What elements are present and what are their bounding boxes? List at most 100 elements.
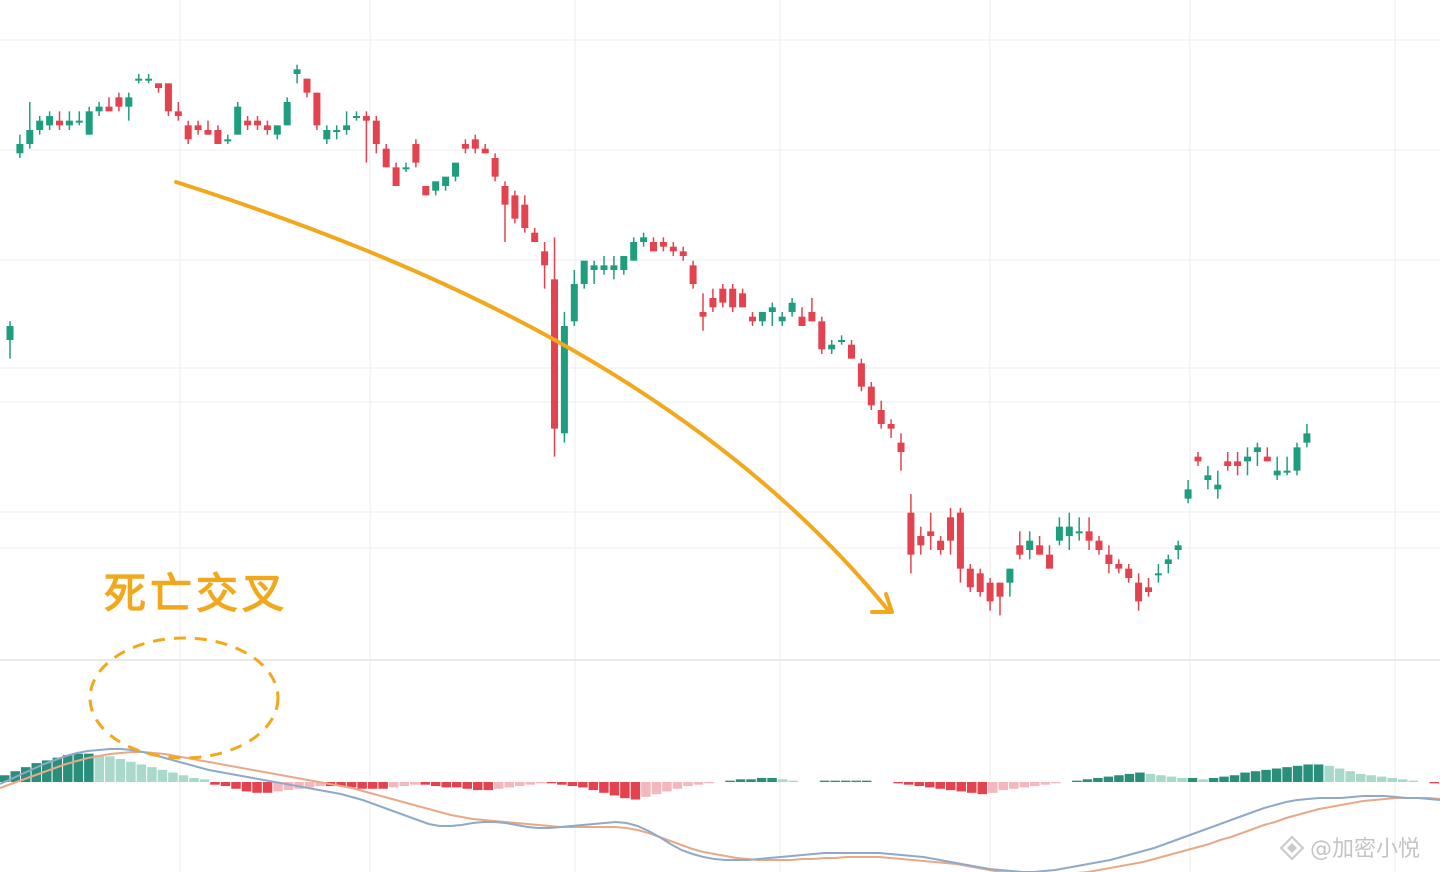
histogram-bar-positive <box>1282 767 1292 782</box>
candle-up <box>283 102 291 126</box>
candle-up <box>1283 470 1291 473</box>
candle-up <box>778 316 786 322</box>
candle-down <box>719 288 727 303</box>
candle-down <box>867 386 875 406</box>
histogram-bar-negative <box>409 782 420 785</box>
candle-down <box>313 92 321 126</box>
histogram-bar-negative <box>378 782 388 789</box>
candle-down <box>392 167 400 186</box>
histogram-bar-negative <box>956 782 967 792</box>
candle-down <box>917 536 925 546</box>
candle-down <box>362 116 370 121</box>
histogram-bar-positive <box>1135 772 1145 782</box>
histogram-bar-negative <box>273 782 283 792</box>
candle-up <box>838 340 846 342</box>
candle-up <box>788 302 796 312</box>
diamond-logo-icon <box>1279 835 1305 861</box>
histogram-bar-positive <box>63 755 73 782</box>
histogram-bar-negative <box>294 782 304 789</box>
candle-up <box>1214 484 1222 490</box>
histogram-bar-positive <box>1303 764 1313 782</box>
histogram-bar-positive <box>168 772 178 782</box>
candle-up <box>125 97 133 107</box>
candle-up <box>224 139 232 142</box>
candle-up <box>343 125 351 130</box>
histogram-bar-negative <box>704 782 714 784</box>
candle-down <box>1016 545 1024 555</box>
histogram-bar-negative <box>1429 782 1439 784</box>
macd-lines <box>0 748 1440 872</box>
histogram-bar-positive <box>1114 775 1124 782</box>
histogram-bar-negative <box>641 782 651 797</box>
histogram-bar-negative <box>567 782 578 787</box>
candle-down <box>709 298 717 308</box>
candle-up <box>610 265 618 270</box>
candle-down <box>947 517 954 541</box>
histogram-bar-positive <box>73 753 84 782</box>
candle-down <box>897 442 905 452</box>
candle-down <box>1234 461 1242 466</box>
candle-up <box>1006 568 1014 583</box>
candle-up <box>85 111 93 135</box>
histogram-bar-positive <box>115 759 126 782</box>
histogram-bar-positive <box>1240 772 1250 782</box>
candle-down <box>184 125 192 140</box>
candle-up <box>1244 456 1251 462</box>
histogram-bar-positive <box>189 777 199 782</box>
candle-down <box>650 242 657 252</box>
histogram-bar-positive <box>819 780 830 782</box>
candle-up <box>65 120 73 126</box>
candle-down <box>966 568 974 588</box>
candle-down <box>541 251 549 266</box>
histogram-bar-negative <box>241 782 252 792</box>
candle-down <box>254 120 261 126</box>
candle-down <box>412 144 420 163</box>
histogram-bar-positive <box>1082 779 1093 782</box>
histogram-bar-negative <box>988 782 998 793</box>
candle-down <box>214 130 222 144</box>
histogram-bar-positive <box>105 756 115 782</box>
candle-down <box>1135 582 1143 602</box>
candle-up <box>768 307 776 312</box>
histogram-bar-positive <box>1208 777 1219 782</box>
histogram-bar-negative <box>620 782 630 799</box>
candle-down <box>669 246 677 252</box>
histogram-bar-positive <box>1397 779 1408 782</box>
candle-down <box>511 195 519 219</box>
histogram-bar-positive <box>1103 776 1114 782</box>
candle-down <box>115 97 123 107</box>
candle-down <box>551 279 558 429</box>
histogram-bar-negative <box>346 782 357 788</box>
candle-up <box>1055 526 1063 541</box>
histogram-bar-negative <box>672 782 683 789</box>
candle-up <box>234 106 242 135</box>
histogram-bar-positive <box>851 780 861 782</box>
histogram-bar-positive <box>1187 777 1198 782</box>
histogram-bar-negative <box>546 782 557 784</box>
histogram-bar-positive <box>1313 764 1324 782</box>
histogram-bar-negative <box>630 782 641 800</box>
candle-down <box>461 144 469 149</box>
candle-up <box>1253 447 1261 452</box>
candle-up <box>620 256 628 270</box>
histogram-bar-negative <box>557 782 567 785</box>
histogram-bar-positive <box>31 763 42 782</box>
candle-up <box>16 144 24 154</box>
signal-line <box>0 751 1440 872</box>
candle-up <box>590 265 598 270</box>
death-cross-highlight-ellipse <box>88 636 280 760</box>
candle-up <box>95 106 103 112</box>
candle-down <box>164 83 172 112</box>
candle-up <box>333 130 341 132</box>
histogram-bar-positive <box>756 777 767 782</box>
candle-down <box>501 186 509 205</box>
candle-up <box>828 344 836 350</box>
histogram-bar-positive <box>1355 773 1366 782</box>
candle-down <box>927 531 935 536</box>
candle-down <box>729 288 737 308</box>
candle-down <box>204 130 212 135</box>
histogram-bar-positive <box>1229 775 1240 782</box>
histogram-bar-negative <box>924 782 935 788</box>
